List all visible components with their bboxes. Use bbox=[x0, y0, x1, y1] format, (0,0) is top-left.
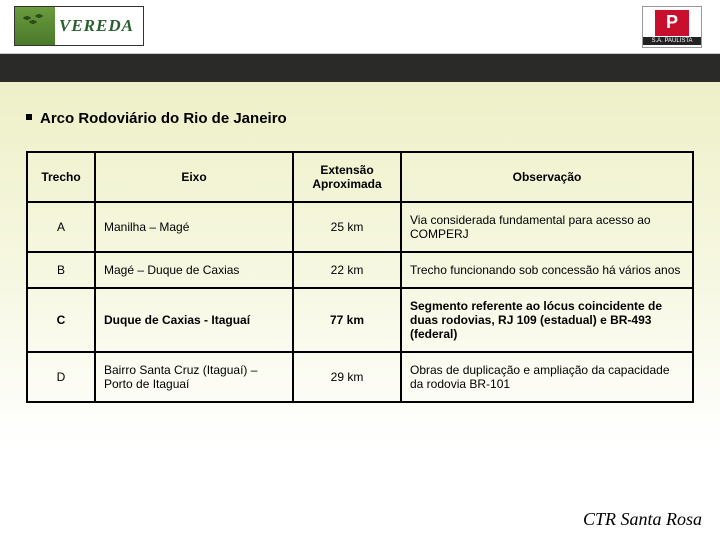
cell-trecho: D bbox=[27, 352, 95, 402]
cell-eixo: Duque de Caxias - Itaguaí bbox=[95, 288, 293, 352]
cell-trecho: C bbox=[27, 288, 95, 352]
vereda-logo: VEREDA bbox=[14, 6, 144, 46]
col-eixo: Eixo bbox=[95, 152, 293, 202]
trechos-table: Trecho Eixo Extensão Aproximada Observaç… bbox=[26, 151, 694, 403]
dark-strip bbox=[0, 54, 720, 82]
cell-obs: Via considerada fundamental para acesso … bbox=[401, 202, 693, 252]
cell-ext: 77 km bbox=[293, 288, 401, 352]
cell-trecho: B bbox=[27, 252, 95, 288]
content-area: Arco Rodoviário do Rio de Janeiro Trecho… bbox=[0, 82, 720, 540]
cell-ext: 29 km bbox=[293, 352, 401, 402]
paulista-logo: P S.A. PAULISTA bbox=[642, 6, 702, 48]
table-row: B Magé – Duque de Caxias 22 km Trecho fu… bbox=[27, 252, 693, 288]
table-row: D Bairro Santa Cruz (Itaguaí) – Porto de… bbox=[27, 352, 693, 402]
col-observacao: Observação bbox=[401, 152, 693, 202]
cell-trecho: A bbox=[27, 202, 95, 252]
bullet-icon bbox=[26, 114, 32, 120]
cell-obs: Segmento referente ao lócus coincidente … bbox=[401, 288, 693, 352]
heading-text: Arco Rodoviário do Rio de Janeiro bbox=[40, 110, 287, 127]
cell-ext: 25 km bbox=[293, 202, 401, 252]
col-trecho: Trecho bbox=[27, 152, 95, 202]
p-badge-icon: P bbox=[655, 10, 689, 36]
vereda-logo-text: VEREDA bbox=[55, 16, 143, 36]
footer-label: CTR Santa Rosa bbox=[583, 509, 702, 530]
cell-eixo: Magé – Duque de Caxias bbox=[95, 252, 293, 288]
table-header-row: Trecho Eixo Extensão Aproximada Observaç… bbox=[27, 152, 693, 202]
cell-ext: 22 km bbox=[293, 252, 401, 288]
slide-heading: Arco Rodoviário do Rio de Janeiro bbox=[26, 110, 694, 127]
table-row: A Manilha – Magé 25 km Via considerada f… bbox=[27, 202, 693, 252]
cell-eixo: Manilha – Magé bbox=[95, 202, 293, 252]
header-bar: VEREDA P S.A. PAULISTA bbox=[0, 0, 720, 54]
paulista-sublabel: S.A. PAULISTA bbox=[643, 37, 701, 45]
cell-eixo: Bairro Santa Cruz (Itaguaí) – Porto de I… bbox=[95, 352, 293, 402]
table-body: A Manilha – Magé 25 km Via considerada f… bbox=[27, 202, 693, 402]
palm-icon bbox=[15, 7, 55, 45]
col-extensao: Extensão Aproximada bbox=[293, 152, 401, 202]
cell-obs: Trecho funcionando sob concessão há vári… bbox=[401, 252, 693, 288]
table-row: C Duque de Caxias - Itaguaí 77 km Segmen… bbox=[27, 288, 693, 352]
cell-obs: Obras de duplicação e ampliação da capac… bbox=[401, 352, 693, 402]
